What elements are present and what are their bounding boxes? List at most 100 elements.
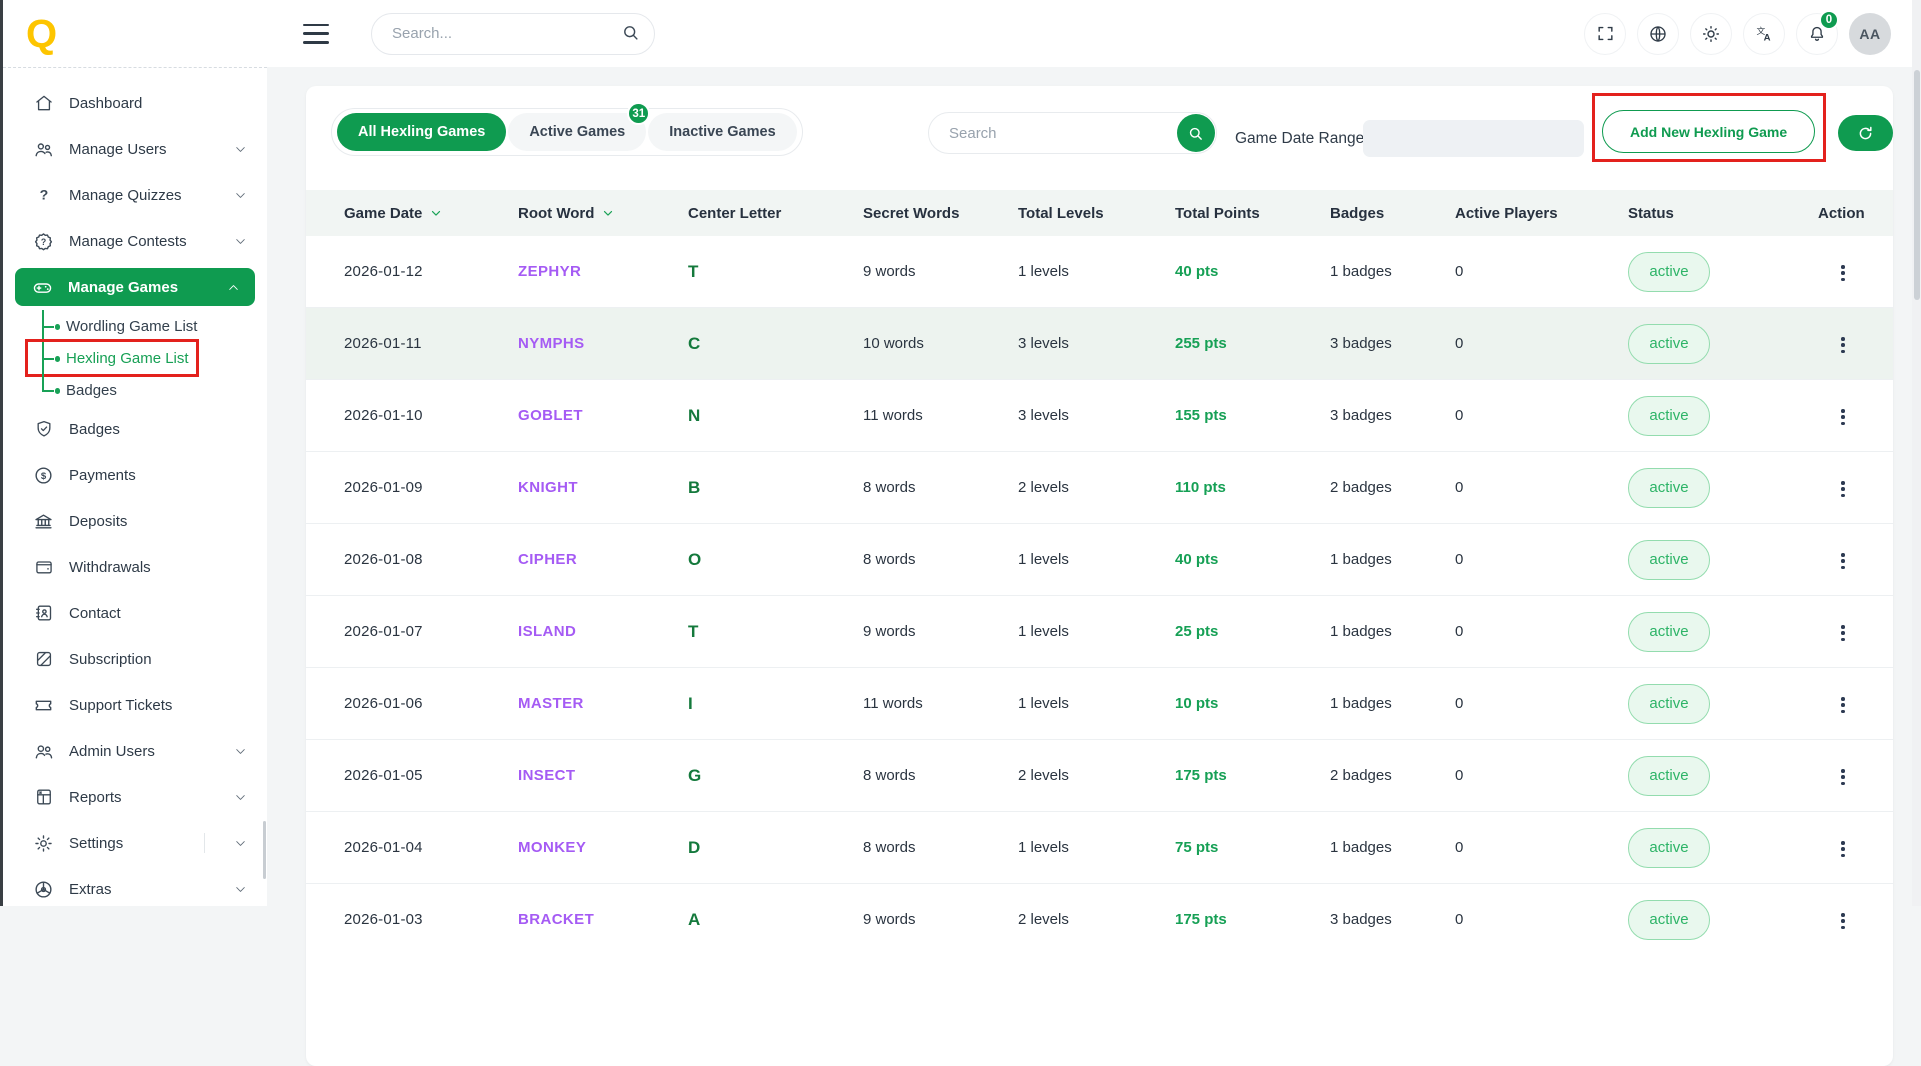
sidebar-item[interactable]: Admin Users (3, 728, 267, 774)
add-new-hexling-game-button[interactable]: Add New Hexling Game (1602, 110, 1816, 153)
table-row[interactable]: 2026-01-04 MONKEY D 8 words 1 levels 75 … (306, 811, 1893, 884)
row-actions-button[interactable] (1835, 475, 1851, 503)
table-row[interactable]: 2026-01-03 BRACKET A 9 words 2 levels 17… (306, 883, 1893, 955)
global-search-input[interactable] (371, 12, 655, 55)
column-header[interactable]: Game Date (306, 190, 518, 236)
badges-cell: 2 badges (1330, 451, 1455, 524)
root-word-link[interactable]: NYMPHS (518, 335, 585, 352)
total-levels-cell: 2 levels (1018, 883, 1175, 955)
topbar: Q 文A 0 AA (3, 0, 1921, 67)
sidebar-item[interactable]: Deposits (3, 498, 267, 544)
sort-chevron-icon[interactable] (601, 206, 615, 220)
scrollbar-thumb[interactable] (1913, 70, 1920, 300)
sidebar-item[interactable]: Manage Users (3, 126, 267, 172)
column-header[interactable]: Status (1628, 190, 1818, 236)
table-search-input[interactable] (929, 124, 1177, 142)
badges-cell: 1 badges (1330, 523, 1455, 596)
table-search-button[interactable] (1176, 114, 1215, 152)
sidebar-item[interactable]: Badges (3, 374, 267, 406)
avatar[interactable]: AA (1849, 12, 1891, 55)
sidebar-item[interactable]: ? Manage Contests (3, 218, 267, 264)
game-date-cell: 2026-01-11 (306, 307, 518, 380)
sidebar-item[interactable]: Hexling Game List (3, 339, 267, 377)
menu-toggle-button[interactable] (303, 23, 329, 44)
sidebar-item[interactable]: ? Manage Quizzes (3, 172, 267, 218)
total-levels-cell: 1 levels (1018, 523, 1175, 596)
table-row[interactable]: 2026-01-12 ZEPHYR T 9 words 1 levels 40 … (306, 236, 1893, 308)
tab-label: Active Games (529, 124, 626, 140)
table-row[interactable]: 2026-01-07 ISLAND T 9 words 1 levels 25 … (306, 595, 1893, 668)
column-header[interactable]: Secret Words (863, 190, 1018, 236)
table-row[interactable]: 2026-01-10 GOBLET N 11 words 3 levels 15… (306, 379, 1893, 452)
gamepad-icon (32, 277, 53, 298)
notifications-button[interactable]: 0 (1796, 9, 1839, 55)
root-word-link[interactable]: GOBLET (518, 407, 583, 424)
page-scrollbar[interactable] (1912, 0, 1921, 906)
sidebar-item[interactable]: Wordling Game List (3, 310, 267, 342)
sidebar-item[interactable]: Extras (3, 866, 267, 912)
column-header[interactable]: Total Points (1175, 190, 1330, 236)
root-word-link[interactable]: MASTER (518, 695, 584, 712)
row-actions-button[interactable] (1835, 691, 1851, 719)
tab[interactable]: All Hexling Games (337, 113, 507, 151)
table-row[interactable]: 2026-01-08 CIPHER O 8 words 1 levels 40 … (306, 523, 1893, 596)
app-logo[interactable]: Q (26, 11, 57, 56)
row-actions-button[interactable] (1835, 259, 1851, 287)
date-range-input[interactable] (1363, 120, 1584, 157)
root-word-link[interactable]: CIPHER (518, 551, 578, 568)
active-players-cell: 0 (1455, 811, 1628, 884)
row-actions-button[interactable] (1835, 619, 1851, 647)
row-actions-button[interactable] (1835, 763, 1851, 791)
tab[interactable]: Active Games 31 (508, 102, 651, 151)
sidebar-item[interactable]: Reports (3, 774, 267, 820)
sidebar-item[interactable]: Withdrawals (3, 544, 267, 590)
sidebar-item[interactable]: $ Payments (3, 452, 267, 498)
row-actions-button[interactable] (1835, 403, 1851, 431)
sidebar-item[interactable]: Badges (3, 406, 267, 452)
column-header[interactable]: Action (1818, 190, 1893, 236)
fullscreen-button[interactable] (1584, 12, 1626, 55)
table-search (928, 112, 1217, 154)
column-header[interactable]: Root Word (518, 190, 688, 236)
root-word-link[interactable]: KNIGHT (518, 479, 578, 496)
theme-toggle-button[interactable] (1690, 12, 1732, 55)
games-toolbar: All Hexling Games Active Games 31 Inacti… (306, 86, 1893, 190)
total-levels-cell: 3 levels (1018, 379, 1175, 452)
active-players-cell: 0 (1455, 883, 1628, 955)
root-word-link[interactable]: ISLAND (518, 623, 577, 640)
column-header-label: Badges (1330, 204, 1385, 222)
table-row[interactable]: 2026-01-11 NYMPHS C 10 words 3 levels 25… (306, 307, 1893, 380)
sidebar-item[interactable]: Settings (3, 820, 267, 866)
table-row[interactable]: 2026-01-05 INSECT G 8 words 2 levels 175… (306, 739, 1893, 812)
sidebar-scrollbar[interactable] (263, 821, 266, 879)
sidebar-item[interactable]: Manage Games (15, 268, 255, 306)
column-header[interactable]: Center Letter (688, 190, 863, 236)
game-date-cell: 2026-01-12 (344, 263, 423, 280)
sidebar-item[interactable]: Contact (3, 590, 267, 636)
root-word-link[interactable]: MONKEY (518, 839, 587, 856)
refresh-button[interactable] (1838, 115, 1893, 151)
column-header[interactable]: Active Players (1455, 190, 1628, 236)
table-row[interactable]: 2026-01-09 KNIGHT B 8 words 2 levels 110… (306, 451, 1893, 524)
root-word-link[interactable]: BRACKET (518, 911, 595, 928)
column-header[interactable]: Total Levels (1018, 190, 1175, 236)
root-word-link[interactable]: INSECT (518, 767, 576, 784)
tab[interactable]: Inactive Games (648, 113, 797, 151)
row-actions-button[interactable] (1835, 835, 1851, 863)
row-actions-button[interactable] (1835, 331, 1851, 359)
sidebar-item[interactable]: Support Tickets (3, 682, 267, 728)
root-word-link[interactable]: ZEPHYR (518, 263, 582, 280)
sidebar-item[interactable]: Subscription (3, 636, 267, 682)
row-actions-button[interactable] (1835, 907, 1851, 935)
sort-chevron-icon[interactable] (429, 206, 443, 220)
column-header[interactable]: Badges (1330, 190, 1455, 236)
sidebar-item-label: Support Tickets (69, 696, 173, 714)
sidebar-item-label: Contact (69, 604, 121, 622)
table-row[interactable]: 2026-01-06 MASTER I 11 words 1 levels 10… (306, 667, 1893, 740)
search-icon[interactable] (621, 23, 640, 42)
total-points-cell: 155 pts (1175, 379, 1330, 452)
sidebar-item[interactable]: Dashboard (3, 80, 267, 126)
language-button[interactable] (1637, 12, 1679, 55)
row-actions-button[interactable] (1835, 547, 1851, 575)
